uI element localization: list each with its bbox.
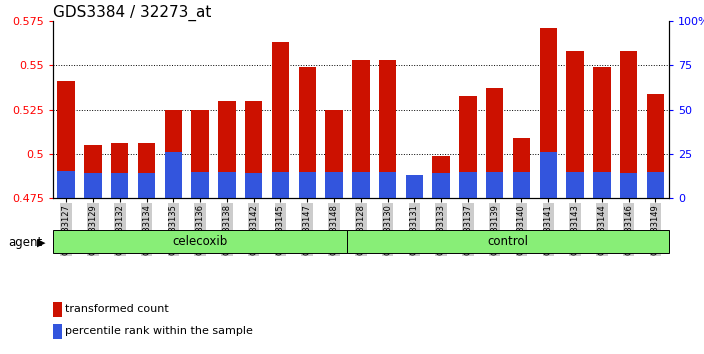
Bar	[347, 230, 669, 253]
Bar	[138, 143, 156, 198]
Bar	[272, 42, 289, 198]
Bar	[325, 172, 343, 198]
Bar	[379, 60, 396, 198]
Bar	[245, 101, 263, 198]
Bar	[84, 145, 101, 198]
Bar	[406, 177, 423, 198]
Bar	[191, 172, 209, 198]
Bar	[325, 110, 343, 198]
Bar	[647, 94, 664, 198]
Bar	[218, 101, 236, 198]
Bar	[84, 172, 101, 198]
Bar	[566, 172, 584, 198]
Bar	[620, 173, 637, 198]
Bar	[53, 324, 62, 339]
Bar	[566, 51, 584, 198]
Bar	[459, 172, 477, 198]
Bar	[58, 171, 75, 198]
Bar	[53, 230, 347, 253]
Bar	[459, 96, 477, 198]
Bar	[165, 110, 182, 198]
Bar	[593, 172, 610, 198]
Bar	[111, 172, 128, 198]
Bar	[245, 172, 263, 198]
Bar	[352, 60, 370, 198]
Text: percentile rank within the sample: percentile rank within the sample	[65, 326, 253, 336]
Bar	[539, 28, 557, 198]
Bar	[58, 80, 75, 198]
Bar	[647, 172, 664, 198]
Bar	[379, 172, 396, 198]
Text: control: control	[488, 235, 529, 248]
Bar	[111, 143, 128, 198]
Text: ▶: ▶	[37, 238, 45, 247]
Bar	[593, 67, 610, 198]
Bar	[298, 172, 316, 198]
Bar	[191, 110, 209, 198]
Bar	[486, 88, 503, 198]
Text: agent: agent	[8, 236, 43, 249]
Bar	[298, 67, 316, 198]
Bar	[620, 51, 637, 198]
Bar	[432, 173, 450, 198]
Bar	[165, 152, 182, 198]
Bar	[53, 302, 62, 317]
Bar	[138, 172, 156, 198]
Text: GDS3384 / 32273_at: GDS3384 / 32273_at	[53, 5, 211, 21]
Bar	[513, 138, 530, 198]
Bar	[432, 156, 450, 198]
Bar	[218, 172, 236, 198]
Bar	[513, 172, 530, 198]
Bar	[352, 172, 370, 198]
Bar	[486, 172, 503, 198]
Bar	[539, 152, 557, 198]
Text: celecoxib: celecoxib	[172, 235, 227, 248]
Text: transformed count: transformed count	[65, 304, 169, 314]
Bar	[406, 175, 423, 198]
Bar	[272, 172, 289, 198]
